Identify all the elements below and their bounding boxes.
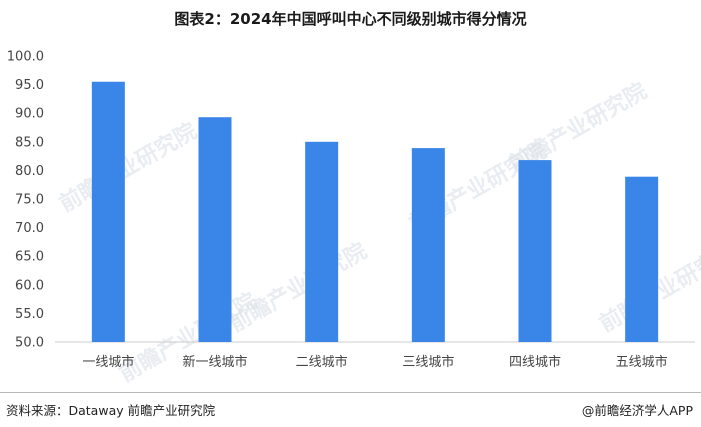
x-tick-label: 五线城市 <box>616 354 668 370</box>
y-tick-label: 70.0 <box>15 221 44 236</box>
bar-4 <box>411 148 445 342</box>
bar-1 <box>91 81 125 343</box>
y-tick-label: 55.0 <box>15 307 44 322</box>
y-tick-label: 75.0 <box>15 193 44 208</box>
x-tick-label: 新一线城市 <box>182 354 247 370</box>
source-note: 资料来源：Dataway 前瞻产业研究院 <box>6 403 216 418</box>
x-tick-label: 一线城市 <box>82 354 134 370</box>
x-tick-label: 二线城市 <box>296 354 348 370</box>
footer: 资料来源：Dataway 前瞻产业研究院 @前瞻经济学人APP <box>0 392 701 427</box>
y-tick-label: 80.0 <box>15 164 44 179</box>
y-tick-label: 60.0 <box>15 278 44 293</box>
y-tick-label: 95.0 <box>15 78 44 93</box>
y-tick-label: 85.0 <box>15 135 44 150</box>
bar-chart: 50.0 55.0 60.0 65.0 70.0 75.0 80.0 85.0 90.0 95.0… <box>7 50 695 370</box>
x-tick-label: 四线城市 <box>509 354 561 370</box>
bars <box>91 81 659 343</box>
bar-5 <box>518 160 552 342</box>
x-tick-label: 三线城市 <box>402 354 454 370</box>
x-axis: 一线城市 新一线城市 二线城市 三线城市 四线城市 五线城市 <box>82 354 667 370</box>
bar-3 <box>305 141 339 342</box>
y-tick-label: 65.0 <box>15 250 44 265</box>
bar-6 <box>625 176 659 342</box>
y-tick-label: 100.0 <box>7 50 44 65</box>
brand-credit: @前瞻经济学人APP <box>581 403 693 418</box>
y-tick-label: 50.0 <box>15 336 44 351</box>
y-axis: 50.0 55.0 60.0 65.0 70.0 75.0 80.0 85.0 90.0 95.0… <box>7 50 44 351</box>
y-tick-label: 90.0 <box>15 107 44 122</box>
chart-title: 图表2：2024年中国呼叫中心不同级别城市得分情况 <box>174 10 527 28</box>
bar-2 <box>198 117 232 342</box>
